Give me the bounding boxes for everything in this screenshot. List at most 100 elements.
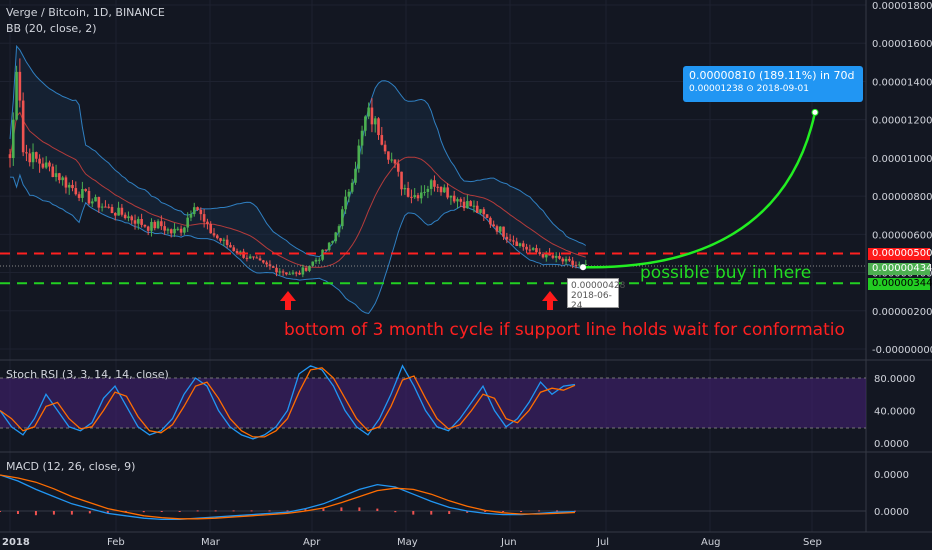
candle-body — [74, 188, 78, 195]
price-axis-label: -0.00000000 — [872, 345, 932, 356]
macd-histogram-bar — [70, 511, 73, 515]
macd-histogram-bar — [556, 510, 559, 512]
candle-body — [281, 271, 285, 273]
time-axis-label: Apr — [303, 537, 321, 548]
candle-body — [97, 197, 101, 208]
candle-body — [301, 267, 305, 275]
candle-body — [140, 218, 143, 225]
bollinger-upper-band — [9, 44, 587, 258]
time-axis-label: Jul — [596, 537, 609, 548]
projection-box: 0.00000810 (189.11%) in 70d 0.00001238 ⊙… — [683, 66, 863, 102]
candle-body — [173, 228, 176, 234]
candle-body — [288, 273, 291, 275]
candle-body — [90, 201, 94, 204]
candle-body — [48, 162, 51, 167]
candle-body — [28, 153, 32, 163]
candle-body — [262, 260, 265, 263]
candle-body — [538, 252, 542, 255]
candle-body — [558, 255, 561, 259]
candle-body — [291, 272, 295, 274]
projection-end-point — [811, 108, 819, 116]
candle-body — [245, 257, 249, 259]
candle-body — [564, 258, 568, 262]
candle-body — [331, 241, 334, 243]
candle-body — [285, 272, 288, 275]
macd-axis-label: 0.0000 — [874, 470, 909, 481]
candle-body — [130, 216, 134, 221]
candle-body — [51, 166, 55, 178]
candle-body — [255, 257, 259, 259]
candle-body — [439, 186, 443, 193]
candle-body — [466, 201, 469, 209]
possible-buy-annotation: possible buy in here — [640, 263, 812, 283]
candle-body — [308, 265, 311, 271]
candle-body — [215, 235, 219, 239]
candle-body — [416, 195, 420, 199]
projection-target: 0.00001238 ⊙ 2018-09-01 — [689, 84, 809, 94]
candle-body — [324, 249, 328, 251]
candle-body — [393, 159, 397, 164]
candle-body — [492, 224, 495, 227]
macd-histogram-bar — [178, 511, 181, 512]
candle-body — [242, 251, 245, 258]
candle-body — [265, 262, 268, 265]
time-axis-label: Aug — [701, 537, 721, 548]
candle-body — [377, 118, 380, 136]
candle-body — [294, 272, 298, 274]
candle-body — [77, 194, 81, 198]
time-axis-label: Feb — [107, 537, 125, 548]
macd-signal-line — [0, 474, 576, 520]
time-axis-label: Mar — [201, 537, 221, 548]
candle-body — [482, 209, 486, 215]
candle-body — [347, 191, 351, 197]
candle-body — [183, 227, 186, 233]
candle-body — [433, 180, 436, 187]
candle-body — [400, 171, 403, 190]
tooltip-date: 2018-06-24 — [571, 291, 612, 311]
candle-body — [551, 255, 555, 258]
red-level-tag: 0.00000500 — [868, 248, 932, 260]
candle-body — [179, 228, 183, 233]
candle-body — [278, 271, 282, 273]
candle-body — [452, 195, 456, 202]
candle-body — [403, 187, 407, 190]
candle-body — [462, 201, 466, 209]
macd-histogram-bar — [412, 511, 415, 515]
candle-body — [137, 218, 140, 224]
macd-histogram-bar — [484, 511, 487, 512]
macd-histogram-bar — [304, 509, 307, 511]
macd-histogram-bar — [538, 510, 541, 512]
time-axis-label: Jun — [500, 537, 517, 548]
time-axis-label: May — [397, 537, 418, 548]
macd-histogram-bar — [340, 507, 343, 511]
bottom-cycle-annotation: bottom of 3 month cycle if support line … — [284, 320, 845, 340]
arrow-right-bottom — [542, 291, 558, 310]
candle-body — [475, 205, 479, 213]
macd-histogram-bar — [16, 511, 19, 514]
candle-body — [11, 119, 15, 159]
candle-body — [25, 152, 28, 154]
candle-body — [311, 261, 315, 266]
candle-body — [541, 254, 545, 258]
candle-body — [15, 71, 18, 120]
tooltip-price: 0.00000428 — [571, 281, 626, 291]
candle-body — [350, 182, 354, 192]
time-axis-label: Sep — [803, 537, 822, 548]
candle-body — [104, 206, 107, 208]
macd-histogram-bar — [34, 511, 37, 516]
stoch-title: Stoch RSI (3, 3, 14, 14, close) — [6, 368, 169, 381]
candle-body — [258, 258, 262, 261]
candle-body — [515, 241, 519, 247]
candle-body — [370, 107, 374, 125]
candle-body — [176, 228, 180, 230]
macd-histogram-bar — [430, 511, 433, 515]
macd-histogram-bar — [574, 510, 576, 512]
candle-body — [298, 272, 301, 275]
candle-body — [225, 239, 229, 246]
candle-body — [202, 214, 206, 222]
candle-body — [436, 186, 440, 188]
candle-body — [84, 189, 87, 191]
candle-body — [525, 246, 528, 250]
candle-body — [100, 206, 104, 208]
